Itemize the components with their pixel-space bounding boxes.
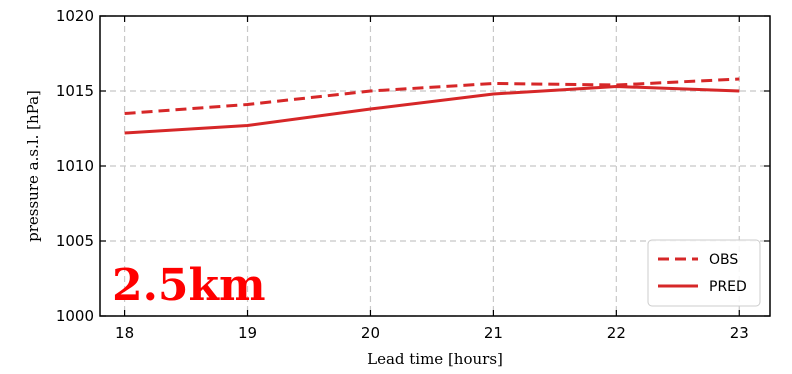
- series-layer: [124, 77, 740, 135]
- ticks: 18 19 20 21 22 23 1000 1005 1010 1015 1020: [56, 7, 770, 342]
- x-tick-label: 23: [730, 324, 749, 342]
- x-axis-label: Lead time [hours]: [367, 350, 503, 368]
- series-line-obs: [124, 77, 740, 115]
- y-tick-label: 1020: [56, 7, 94, 25]
- resolution-annotation: 2.5km: [112, 260, 266, 311]
- x-tick-label: 19: [238, 324, 257, 342]
- y-axis-label: pressure a.s.l. [hPa]: [24, 90, 42, 242]
- x-tick-label: 22: [607, 324, 626, 342]
- y-tick-label: 1010: [56, 157, 94, 175]
- legend-label-pred: PRED: [709, 279, 747, 295]
- y-tick-label: 1000: [56, 307, 94, 325]
- x-tick-label: 20: [361, 324, 380, 342]
- legend-label-obs: OBS: [709, 252, 738, 268]
- y-tick-label: 1015: [56, 82, 94, 100]
- x-tick-label: 21: [484, 324, 503, 342]
- y-tick-label: 1005: [56, 232, 94, 250]
- x-tick-label: 18: [115, 324, 134, 342]
- legend: OBS PRED: [647, 239, 761, 307]
- legend-box: [647, 239, 761, 307]
- series-line-pred: [124, 85, 740, 135]
